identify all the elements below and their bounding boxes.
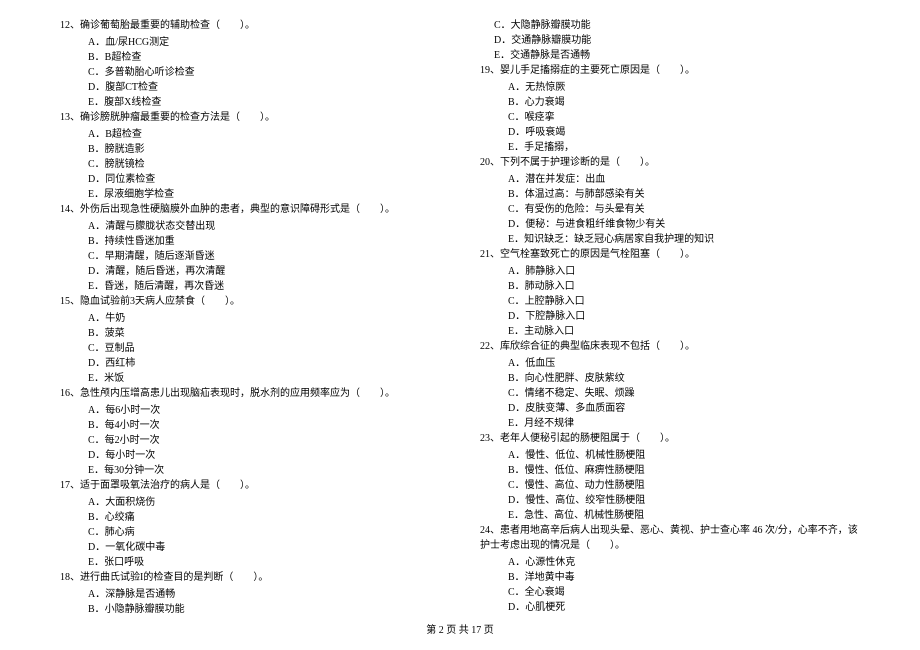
- option: A．无热惊厥: [508, 80, 860, 95]
- option: B．持续性昏迷加重: [88, 234, 440, 249]
- option: A．大面积烧伤: [88, 495, 440, 510]
- option: C．豆制品: [88, 341, 440, 356]
- option: D．心肌梗死: [508, 600, 860, 615]
- option: B．洋地黄中毒: [508, 570, 860, 585]
- option: C．早期清醒，随后逐渐昏迷: [88, 249, 440, 264]
- option: E．急性、高位、机械性肠梗阻: [508, 508, 860, 523]
- option: D．慢性、高位、绞窄性肠梗阻: [508, 493, 860, 508]
- option: C．全心衰竭: [508, 585, 860, 600]
- option: C．每2小时一次: [88, 433, 440, 448]
- question-20: 20、下列不属于护理诊断的是（ ）。: [480, 155, 860, 170]
- page-footer: 第 2 页 共 17 页: [0, 621, 920, 636]
- right-column: C．大隐静脉瓣膜功能 D．交通静脉瓣膜功能 E．交通静脉是否通畅 19、婴儿手足…: [480, 18, 860, 617]
- option: D．每小时一次: [88, 448, 440, 463]
- option: C．慢性、高位、动力性肠梗阻: [508, 478, 860, 493]
- option: B．膀胱造影: [88, 142, 440, 157]
- option: E．交通静脉是否通畅: [494, 48, 860, 63]
- option: B．慢性、低位、麻痹性肠梗阻: [508, 463, 860, 478]
- question-24: 24、患者用地高辛后病人出现头晕、恶心、黄视、护士查心率 46 次/分，心率不齐…: [480, 523, 860, 553]
- option: C．情绪不稳定、失眠、烦躁: [508, 386, 860, 401]
- question-16: 16、急性颅内压增高患儿出现脑疝表现时，脱水剂的应用频率应为（ ）。: [60, 386, 440, 401]
- option: B．向心性肥胖、皮肤紫纹: [508, 371, 860, 386]
- option: C．有受伤的危险：与头晕有关: [508, 202, 860, 217]
- option: B．心绞痛: [88, 510, 440, 525]
- option: E．米饭: [88, 371, 440, 386]
- option: A．牛奶: [88, 311, 440, 326]
- option: B．心力衰竭: [508, 95, 860, 110]
- option: C．大隐静脉瓣膜功能: [494, 18, 860, 33]
- option: E．腹部X线检查: [88, 95, 440, 110]
- option: A．深静脉是否通畅: [88, 587, 440, 602]
- left-column: 12、确诊葡萄胎最重要的辅助检查（ ）。 A．血/尿HCG测定 B．B超检查 C…: [60, 18, 440, 617]
- option: D．下腔静脉入口: [508, 309, 860, 324]
- option: E．昏迷，随后清醒，再次昏迷: [88, 279, 440, 294]
- question-14: 14、外伤后出现急性硬脑膜外血肿的患者，典型的意识障碍形式是（ ）。: [60, 202, 440, 217]
- option: C．多普勒胎心听诊检查: [88, 65, 440, 80]
- page-content: 12、确诊葡萄胎最重要的辅助检查（ ）。 A．血/尿HCG测定 B．B超检查 C…: [0, 0, 920, 617]
- option: D．同位素检查: [88, 172, 440, 187]
- option: C．膀胱镜检: [88, 157, 440, 172]
- option: A．慢性、低位、机械性肠梗阻: [508, 448, 860, 463]
- option: A．B超检查: [88, 127, 440, 142]
- option: D．便秘：与进食粗纤维食物少有关: [508, 217, 860, 232]
- option: E．主动脉入口: [508, 324, 860, 339]
- option: D．交通静脉瓣膜功能: [494, 33, 860, 48]
- option: B．肺动脉入口: [508, 279, 860, 294]
- option: D．一氧化碳中毒: [88, 540, 440, 555]
- option: E．月经不规律: [508, 416, 860, 431]
- option: A．血/尿HCG测定: [88, 35, 440, 50]
- question-22: 22、库欣综合征的典型临床表现不包括（ ）。: [480, 339, 860, 354]
- question-17: 17、适于面罩吸氧法治疗的病人是（ ）。: [60, 478, 440, 493]
- option: D．皮肤变薄、多血质面容: [508, 401, 860, 416]
- option: A．潜在并发症：出血: [508, 172, 860, 187]
- question-12: 12、确诊葡萄胎最重要的辅助检查（ ）。: [60, 18, 440, 33]
- option: A．心源性休克: [508, 555, 860, 570]
- option: C．上腔静脉入口: [508, 294, 860, 309]
- question-19: 19、婴儿手足搐搦症的主要死亡原因是（ ）。: [480, 63, 860, 78]
- option: B．体温过高：与肺部感染有关: [508, 187, 860, 202]
- option: A．低血压: [508, 356, 860, 371]
- option: D．西红柿: [88, 356, 440, 371]
- option: D．呼吸衰竭: [508, 125, 860, 140]
- option: D．清醒，随后昏迷，再次清醒: [88, 264, 440, 279]
- option: E．每30分钟一次: [88, 463, 440, 478]
- question-18: 18、进行曲氏试验I的检查目的是判断（ ）。: [60, 570, 440, 585]
- option: A．清醒与朦胧状态交替出现: [88, 219, 440, 234]
- question-21: 21、空气栓塞致死亡的原因是气栓阻塞（ ）。: [480, 247, 860, 262]
- option: E．张口呼吸: [88, 555, 440, 570]
- option: B．B超检查: [88, 50, 440, 65]
- option: B．小隐静脉瓣膜功能: [88, 602, 440, 617]
- option: E．手足搐搦，: [508, 140, 860, 155]
- question-13: 13、确诊膀胱肿瘤最重要的检查方法是（ ）。: [60, 110, 440, 125]
- option: C．喉痉挛: [508, 110, 860, 125]
- option: E．尿液细胞学检查: [88, 187, 440, 202]
- option: E．知识缺乏：缺乏冠心病居家自我护理的知识: [508, 232, 860, 247]
- question-23: 23、老年人便秘引起的肠梗阻属于（ ）。: [480, 431, 860, 446]
- option: B．每4小时一次: [88, 418, 440, 433]
- option: B．菠菜: [88, 326, 440, 341]
- option: D．腹部CT检查: [88, 80, 440, 95]
- option: A．肺静脉入口: [508, 264, 860, 279]
- option: A．每6小时一次: [88, 403, 440, 418]
- question-15: 15、隐血试验前3天病人应禁食（ ）。: [60, 294, 440, 309]
- option: C．肺心病: [88, 525, 440, 540]
